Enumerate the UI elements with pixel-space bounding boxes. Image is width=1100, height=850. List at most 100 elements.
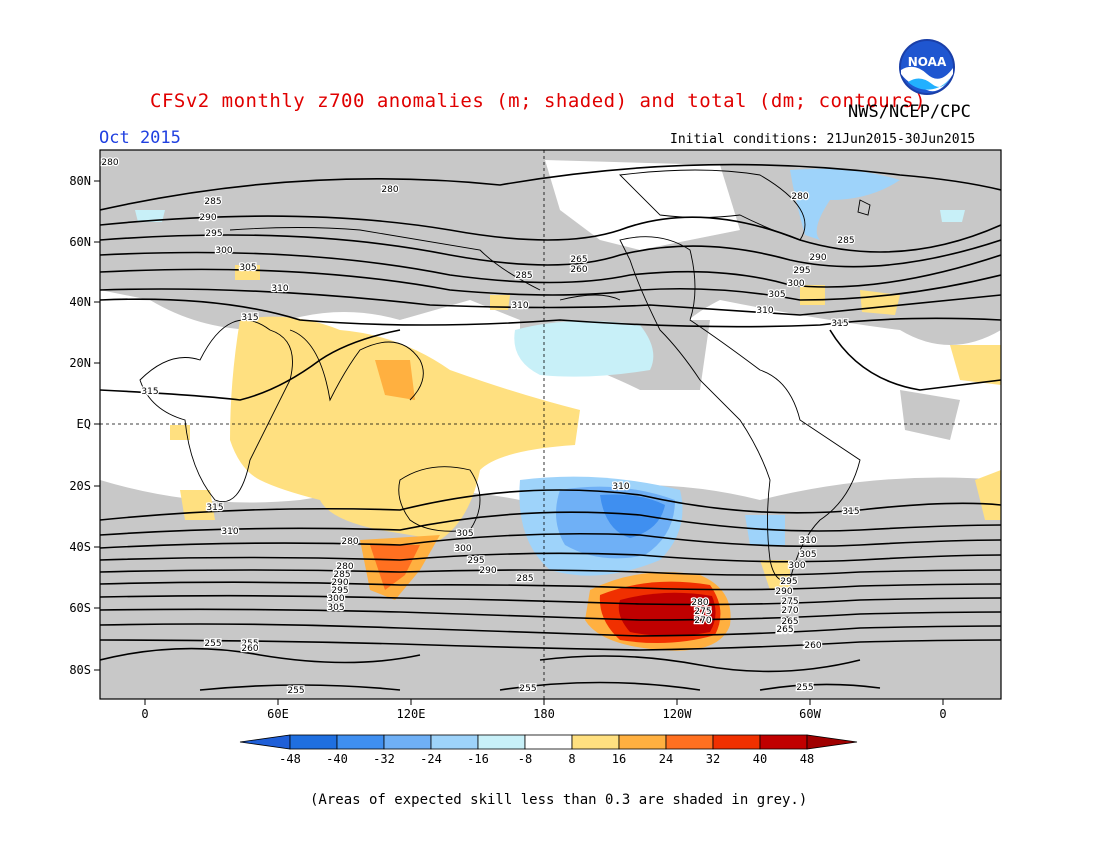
strong-anomaly-shading xyxy=(360,360,731,651)
colorbar-tick-label: 32 xyxy=(706,752,720,766)
latitude-axis: 80N 60N 40N 20N EQ 20S 40S 60S 80S xyxy=(69,174,100,677)
contour-value-label: 275 xyxy=(694,607,711,617)
latitude-label: 60S xyxy=(69,601,91,615)
contour-value-label: 305 xyxy=(239,263,256,273)
contour-value-label: 295 xyxy=(205,229,222,239)
contour-value-label: 305 xyxy=(768,290,785,300)
contour-value-label: 280 xyxy=(336,562,353,572)
colorbar-tick-label: -8 xyxy=(518,752,532,766)
contour-value-label: 255 xyxy=(241,639,258,649)
contour-value-label: 310 xyxy=(221,527,238,537)
contour-value-label: 285 xyxy=(515,271,532,281)
contour-value-label: 285 xyxy=(837,236,854,246)
colorbar-swatch xyxy=(383,734,432,750)
contour-value-label: 290 xyxy=(775,587,792,597)
height-contours xyxy=(100,163,1001,691)
colorbar-tick-label: -48 xyxy=(279,752,301,766)
latitude-label: 80N xyxy=(69,174,91,188)
colorbar-tick-label: 16 xyxy=(612,752,626,766)
contour-value-label: 255 xyxy=(519,684,536,694)
contour-value-label: 290 xyxy=(479,566,496,576)
latitude-label: 60N xyxy=(69,235,91,249)
contour-value-label: 295 xyxy=(780,577,797,587)
contour-value-label: 260 xyxy=(241,644,258,654)
colorbar-swatch xyxy=(477,734,526,750)
contour-value-label: 280 xyxy=(791,192,808,202)
contour-value-label: 305 xyxy=(327,603,344,613)
contour-value-label: 310 xyxy=(511,301,528,311)
map-title: CFSv2 monthly z700 anomalies (m; shaded)… xyxy=(150,90,927,112)
contour-value-label: 290 xyxy=(331,578,348,588)
contour-value-label: 315 xyxy=(141,387,158,397)
contour-value-label: 255 xyxy=(796,683,813,693)
contour-value-label: 305 xyxy=(799,550,816,560)
contour-value-label: 315 xyxy=(241,313,258,323)
latitude-label: 20S xyxy=(69,479,91,493)
contour-value-label: 300 xyxy=(454,544,471,554)
contour-value-label: 285 xyxy=(516,574,533,584)
latitude-label: 40N xyxy=(69,295,91,309)
longitude-label: 0 xyxy=(939,707,946,721)
contour-value-label: 315 xyxy=(842,507,859,517)
contour-value-label: 280 xyxy=(341,537,358,547)
reference-lines xyxy=(100,150,1001,699)
latitude-label: EQ xyxy=(77,417,91,431)
contour-value-label: 260 xyxy=(776,626,793,636)
contour-value-label: 310 xyxy=(799,536,816,546)
negative-anomaly-shading xyxy=(135,168,965,576)
noaa-logo-text: NOAA xyxy=(908,55,947,69)
contour-value-label: 265 xyxy=(570,255,587,265)
colorbar-tick-label: 8 xyxy=(568,752,575,766)
latitude-label: 20N xyxy=(69,356,91,370)
contour-value-label: 300 xyxy=(788,561,805,571)
longitude-label: 60E xyxy=(267,707,289,721)
colorbar-swatch xyxy=(571,734,620,750)
contour-value-label: 285 xyxy=(204,197,221,207)
colorbar-tick-label: -16 xyxy=(467,752,489,766)
contour-value-label: 255 xyxy=(204,639,221,649)
contour-value-label: 270 xyxy=(781,606,798,616)
contour-value-label: 310 xyxy=(756,306,773,316)
contour-value-label: 270 xyxy=(694,616,711,626)
contour-value-label: 295 xyxy=(793,266,810,276)
contour-value-label: 255 xyxy=(287,686,304,696)
forecast-month: Oct 2015 xyxy=(99,128,181,148)
colorbar-tick-label: -24 xyxy=(420,752,442,766)
colorbar-swatch xyxy=(712,734,761,750)
contour-value-label: 295 xyxy=(467,556,484,566)
contour-value-label: 265 xyxy=(776,625,793,635)
contour-value-label: 290 xyxy=(809,253,826,263)
contour-value-label: 290 xyxy=(199,213,216,223)
contour-value-label: 280 xyxy=(101,158,118,168)
positive-anomaly-shading xyxy=(170,265,1001,590)
longitude-label: 60W xyxy=(799,707,821,721)
contour-value-label: 260 xyxy=(570,265,587,275)
longitude-label: 180 xyxy=(533,707,555,721)
colorbar-tick-label: 40 xyxy=(753,752,767,766)
colorbar-swatch xyxy=(524,734,573,750)
noaa-logo-icon: NOAA xyxy=(899,39,955,95)
contour-value-label: 310 xyxy=(612,482,629,492)
longitude-label: 0 xyxy=(141,707,148,721)
colorbar-high-arrow xyxy=(806,734,858,750)
colorbar-swatch xyxy=(430,734,479,750)
contour-value-label: 280 xyxy=(691,598,708,608)
contour-value-label: 310 xyxy=(271,284,288,294)
contour-value-label: 255 xyxy=(803,641,820,651)
contour-value-label: 300 xyxy=(215,246,232,256)
colorbar-swatch xyxy=(289,734,338,750)
colorbar: -48 -40 -32 -24 -16 -8 8 16 24 32 40 48 xyxy=(239,734,858,766)
initial-conditions: Initial conditions: 21Jun2015-30Jun2015 xyxy=(670,132,976,147)
longitude-label: 120E xyxy=(397,707,426,721)
longitude-axis: 0 60E 120E 180 120W 60W 0 xyxy=(141,699,947,721)
map-area xyxy=(100,150,1001,699)
colorbar-swatch xyxy=(759,734,808,750)
contour-value-label: 305 xyxy=(456,529,473,539)
contour-value-label: 265 xyxy=(781,617,798,627)
contour-value-label: 280 xyxy=(381,185,398,195)
colorbar-swatch xyxy=(618,734,667,750)
contour-value-label: 300 xyxy=(327,594,344,604)
colorbar-tick-label: 48 xyxy=(800,752,814,766)
skill-caption: (Areas of expected skill less than 0.3 a… xyxy=(310,792,808,808)
